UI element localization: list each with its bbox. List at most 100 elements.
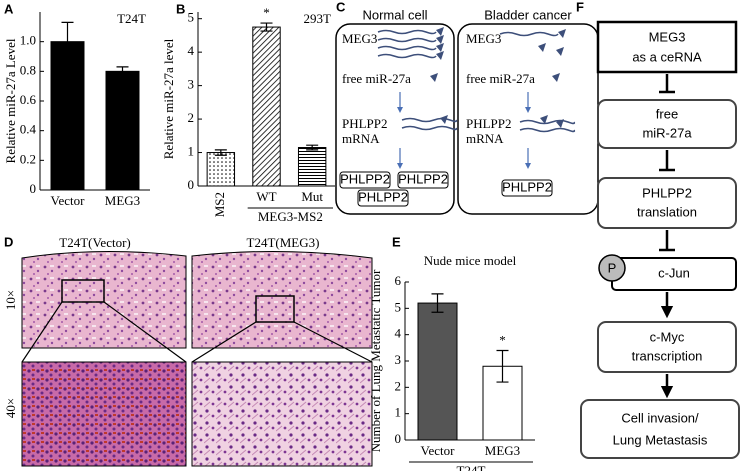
chart-title: Nude mice model: [424, 253, 517, 268]
node-label: miR-27a: [642, 125, 692, 140]
error-bar: [306, 144, 319, 151]
y-tick-label: 6: [395, 273, 402, 288]
y-tick-label: 3: [395, 352, 402, 367]
y-tick-label: 0.2: [20, 151, 36, 166]
y-tick-label: 1: [188, 144, 195, 159]
meg3-label: MEG3: [466, 31, 501, 46]
column-title: T24T(Vector): [59, 235, 130, 250]
panel-label: B: [176, 1, 185, 16]
y-tick-label: 0.6: [20, 92, 37, 107]
node: [596, 20, 738, 74]
panel-label: D: [4, 234, 13, 249]
bar: [105, 70, 140, 191]
rna-strands: [377, 29, 576, 133]
y-tick-label: 0: [30, 181, 37, 196]
y-tick-label: 4: [395, 326, 402, 341]
y-tick-label: 0: [188, 177, 195, 192]
node-label: transcription: [632, 348, 703, 363]
protein-label: PHLPP2: [340, 171, 390, 186]
node-label: free: [656, 106, 678, 121]
panel-label: C: [336, 0, 346, 14]
node: [597, 321, 737, 373]
y-tick-label: 4: [188, 43, 195, 58]
mirna: [430, 27, 566, 128]
mir-label: free miR-27a: [342, 71, 411, 86]
significance: *: [263, 5, 270, 20]
x-tick-label: Mut: [301, 189, 323, 204]
protein-boxes: PHLPP2 PHLPP2 PHLPP2 PHLPP2: [339, 171, 553, 207]
histology: T24T(Vector) T24T(MEG3) 10× 40×: [3, 235, 373, 467]
node-label: Cell invasion/: [621, 410, 699, 425]
bar: [206, 152, 236, 187]
micrograph: [21, 361, 187, 467]
y-axis-label: Number of Lung Metastatic Tumor: [368, 269, 383, 452]
x-tick-label: Vector: [421, 443, 456, 458]
cell-title: Bladder cancer: [484, 7, 572, 22]
node: [580, 399, 740, 459]
panel-label: A: [4, 1, 14, 16]
x-tick-label: MEG3: [105, 193, 140, 208]
y-tick-label: 3: [188, 77, 195, 92]
y-tick-label: 5: [395, 299, 402, 314]
protein-label: PHLPP2: [398, 171, 448, 186]
diagram-f: P MEG3 as a ceRNA free miR-27a PHLPP2 tr…: [580, 20, 740, 459]
x-tick-label: MS2: [212, 192, 227, 217]
meg3-label: MEG3: [342, 31, 377, 46]
phospho-label: P: [608, 260, 617, 275]
group-label: T24T: [457, 463, 486, 471]
y-axis-label: Relative miR-27a level: [161, 38, 176, 159]
y-tick-label: 2: [395, 378, 402, 393]
y-tick-label: 0.4: [20, 122, 37, 137]
node: [597, 177, 737, 229]
panel-label: E: [392, 234, 401, 249]
node-label: PHLPP2: [642, 185, 692, 200]
x-tick-label: MEG3: [485, 443, 520, 458]
y-tick-label: 0: [395, 431, 402, 446]
row-label: 40×: [3, 398, 18, 418]
row-label: 10×: [3, 290, 18, 310]
micrograph: [191, 250, 373, 349]
x-tick-label: WT: [256, 189, 276, 204]
panel-label: F: [576, 0, 584, 14]
error-bar: [496, 349, 509, 383]
y-tick-label: 1: [395, 405, 402, 420]
bar: [297, 147, 327, 187]
protein-label: PHLPP2: [358, 189, 408, 204]
protein-label: PHLPP2: [502, 179, 552, 194]
annotation: T24T: [117, 11, 146, 26]
inhibition: [659, 74, 675, 252]
group-label: MEG3-MS2: [258, 209, 323, 224]
error-bar: [61, 21, 74, 62]
zoom-line: [21, 301, 373, 363]
micrograph: [191, 361, 373, 467]
phospho-circle: [598, 254, 626, 282]
mrna-label: mRNA: [342, 131, 380, 146]
cell-box: [335, 23, 455, 215]
zoom-box: [255, 295, 295, 323]
mrna-label: mRNA: [466, 131, 504, 146]
error-bar: [116, 66, 129, 77]
significance: *: [499, 332, 506, 347]
y-tick-label: 5: [188, 10, 195, 25]
y-axis-label: Relative miR-27a Level: [3, 38, 18, 163]
bar: [417, 302, 458, 441]
error-bar: [214, 149, 227, 156]
annotation: 293T: [304, 11, 332, 26]
node-label: c-Myc: [650, 329, 685, 344]
y-tick-label: 0.8: [20, 62, 36, 77]
y-tick-label: 2: [188, 110, 195, 125]
bar: [50, 41, 85, 191]
error-bar: [431, 293, 444, 313]
y-tick-label: 1.0: [20, 33, 36, 48]
mrna-label: PHLPP2: [342, 116, 388, 131]
node-label: MEG3: [649, 29, 686, 44]
node: [597, 99, 737, 149]
mir-label: free miR-27a: [466, 71, 535, 86]
x-tick-label: Vector: [51, 193, 86, 208]
mrna-label: PHLPP2: [466, 116, 512, 131]
error-bar: [260, 22, 273, 32]
cell-title: Normal cell: [362, 7, 427, 22]
node-label: c-Jun: [658, 265, 690, 280]
bar: [252, 26, 281, 187]
